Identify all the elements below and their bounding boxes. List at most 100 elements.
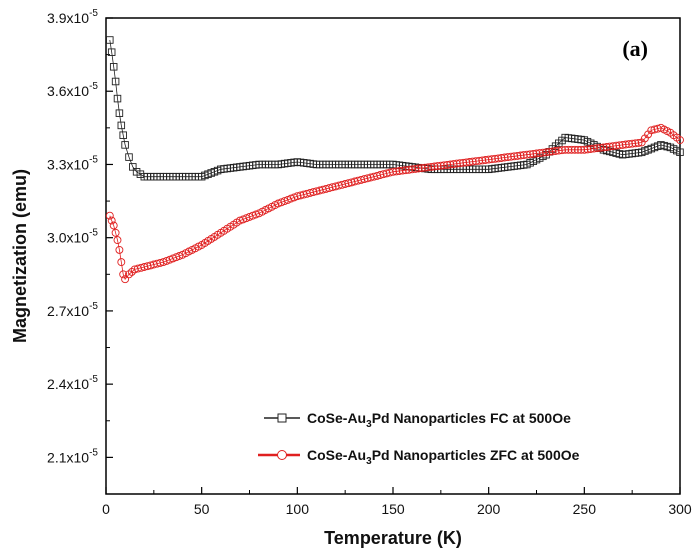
data-point bbox=[625, 140, 633, 149]
data-point bbox=[107, 48, 116, 56]
data-point bbox=[628, 139, 637, 148]
data-point bbox=[113, 94, 122, 103]
data-point bbox=[395, 167, 404, 175]
data-point bbox=[392, 167, 401, 176]
data-point bbox=[491, 154, 499, 163]
y-tick-label: 2.1x10-5 bbox=[47, 447, 98, 465]
data-point bbox=[113, 236, 122, 245]
data-point bbox=[465, 158, 474, 166]
x-tick-label: 250 bbox=[573, 501, 597, 517]
legend-entry-zfc: CoSe-Au3Pd Nanoparticles ZFC at 500Oe bbox=[258, 447, 580, 467]
data-point bbox=[401, 166, 410, 175]
data-point bbox=[121, 141, 129, 149]
data-point bbox=[106, 36, 114, 44]
data-point bbox=[599, 143, 608, 152]
data-point bbox=[558, 146, 566, 155]
data-point bbox=[417, 164, 426, 173]
data-point bbox=[115, 245, 124, 254]
legend: CoSe-Au3Pd Nanoparticles FC at 500Oe CoS… bbox=[258, 410, 580, 467]
data-point bbox=[471, 157, 480, 166]
data-point bbox=[125, 270, 133, 279]
series-layer bbox=[105, 36, 684, 284]
data-point bbox=[105, 211, 114, 220]
data-point bbox=[519, 151, 528, 160]
data-point bbox=[522, 150, 531, 159]
data-point bbox=[503, 153, 512, 162]
x-tick-label: 0 bbox=[102, 501, 110, 517]
x-tick-label: 200 bbox=[477, 501, 501, 517]
data-point bbox=[542, 148, 551, 157]
data-point bbox=[115, 109, 124, 117]
data-point bbox=[513, 151, 522, 160]
data-point bbox=[618, 140, 627, 149]
y-tick-label: 2.4x10-5 bbox=[47, 374, 98, 392]
data-point bbox=[605, 142, 614, 151]
data-point bbox=[609, 142, 617, 151]
data-point bbox=[481, 156, 490, 164]
x-tick-label: 100 bbox=[286, 501, 310, 517]
data-point bbox=[589, 144, 598, 153]
data-point bbox=[111, 77, 120, 86]
data-point bbox=[427, 162, 436, 171]
data-point bbox=[452, 159, 461, 168]
y-tick-label: 3.6x10-5 bbox=[47, 81, 98, 99]
data-point bbox=[567, 145, 576, 154]
data-point bbox=[121, 275, 130, 284]
data-point bbox=[119, 131, 127, 139]
x-axis: 0 50 100 150 200 250 300 bbox=[102, 487, 692, 517]
data-point bbox=[593, 144, 602, 153]
data-point bbox=[621, 140, 630, 149]
data-point bbox=[580, 145, 589, 154]
data-point bbox=[117, 121, 126, 130]
data-point bbox=[456, 159, 464, 168]
data-point bbox=[459, 158, 468, 167]
data-point bbox=[436, 161, 445, 170]
data-point bbox=[440, 161, 448, 170]
data-point bbox=[389, 167, 397, 176]
data-point bbox=[408, 165, 417, 174]
data-point bbox=[487, 155, 496, 164]
data-point bbox=[129, 163, 137, 171]
data-point bbox=[510, 152, 519, 161]
series-0 bbox=[106, 36, 684, 181]
data-point bbox=[478, 156, 487, 165]
legend-label-fc: CoSe-Au3Pd Nanoparticles FC at 500Oe bbox=[307, 410, 571, 430]
data-point bbox=[411, 164, 420, 173]
data-point bbox=[404, 165, 413, 174]
data-point bbox=[484, 155, 493, 164]
legend-label-zfc-a: CoSe-Au bbox=[307, 447, 366, 463]
data-point bbox=[631, 139, 640, 148]
data-point bbox=[615, 141, 624, 150]
data-point bbox=[385, 168, 394, 177]
x-tick-label: 300 bbox=[668, 501, 692, 517]
x-tick-label: 150 bbox=[381, 501, 405, 517]
series-line bbox=[109, 39, 681, 178]
data-point bbox=[602, 143, 611, 151]
data-point bbox=[551, 147, 560, 155]
data-point bbox=[107, 216, 116, 225]
legend-label-fc-a: CoSe-Au bbox=[307, 410, 366, 426]
data-point bbox=[398, 166, 407, 175]
data-point bbox=[586, 145, 595, 153]
data-point bbox=[570, 145, 579, 154]
data-point bbox=[443, 160, 452, 169]
data-point bbox=[516, 151, 525, 160]
x-tick-label: 50 bbox=[194, 501, 210, 517]
data-point bbox=[119, 270, 128, 279]
data-point bbox=[507, 152, 515, 161]
data-point bbox=[554, 146, 563, 155]
data-point bbox=[420, 163, 429, 172]
data-point bbox=[127, 267, 136, 276]
data-point bbox=[449, 160, 458, 169]
data-point bbox=[564, 145, 573, 154]
y-tick-label: 3.3x10-5 bbox=[47, 154, 98, 172]
y-tick-label: 2.7x10-5 bbox=[47, 301, 98, 319]
data-point bbox=[676, 136, 684, 145]
data-point bbox=[136, 170, 145, 178]
data-point bbox=[109, 63, 118, 71]
data-point bbox=[497, 154, 506, 162]
data-point bbox=[532, 149, 541, 158]
data-point bbox=[446, 160, 455, 169]
y-axis-title: Magnetization (emu) bbox=[10, 169, 30, 343]
